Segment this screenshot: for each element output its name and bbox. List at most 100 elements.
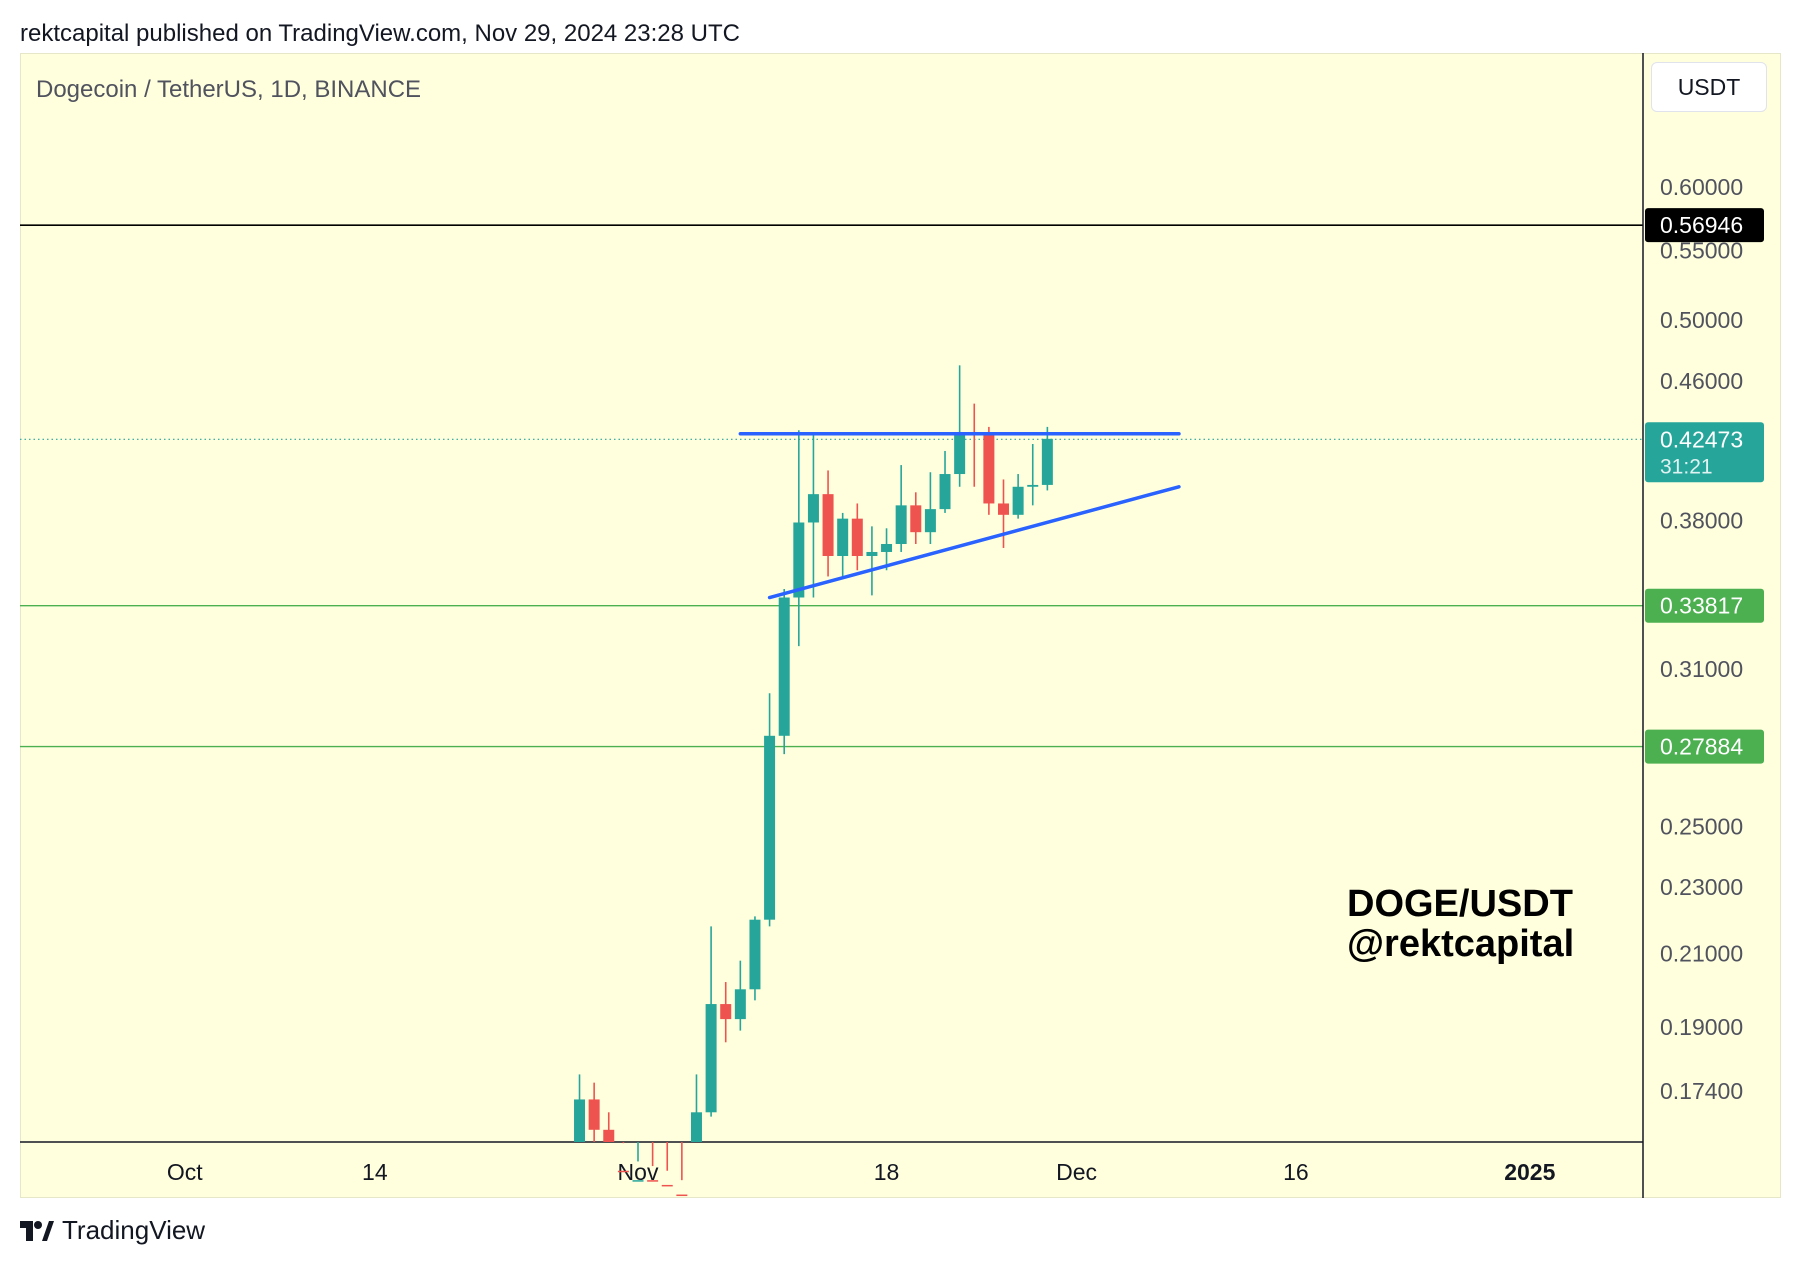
price-tick-label: 0.31000	[1660, 656, 1743, 682]
candle-body	[617, 1170, 629, 1173]
price-tick-label: 0.23000	[1660, 874, 1743, 900]
candle-body	[837, 518, 849, 557]
level-price-label: 0.33817	[1660, 593, 1743, 619]
candle[interactable]	[1012, 474, 1024, 519]
candle[interactable]	[690, 1074, 702, 1142]
candle-body	[690, 1112, 702, 1142]
candle-body	[764, 735, 776, 920]
candle-body	[998, 503, 1009, 515]
candle-body	[866, 551, 878, 557]
trendline-ascending-support[interactable]	[767, 485, 1181, 600]
last-price-tag	[1645, 422, 1764, 483]
candle-body	[822, 494, 834, 557]
candle-body	[807, 494, 819, 523]
candle[interactable]	[851, 503, 863, 571]
candle[interactable]	[881, 528, 893, 571]
candle[interactable]	[749, 916, 761, 1001]
candle[interactable]	[910, 492, 922, 544]
level-price-tag	[1645, 729, 1764, 764]
level-price-label: 0.56946	[1660, 212, 1743, 238]
chart-watermark: DOGE/USDT @rektcapital	[1347, 884, 1574, 964]
candle[interactable]	[632, 1142, 644, 1182]
price-tick-label: 0.60000	[1660, 174, 1743, 200]
candle[interactable]	[954, 365, 966, 487]
candle[interactable]	[968, 403, 980, 487]
candle-body	[749, 919, 761, 990]
trendlines[interactable]	[738, 431, 1181, 600]
time-tick-label: 18	[874, 1159, 900, 1185]
candle-body	[734, 989, 746, 1020]
candle[interactable]	[617, 1142, 629, 1173]
candle-body	[793, 522, 805, 598]
candle[interactable]	[676, 1142, 688, 1197]
currency-selector[interactable]: USDT	[1651, 62, 1767, 112]
tradingview-wordmark: TradingView	[62, 1215, 206, 1245]
candle[interactable]	[778, 589, 790, 755]
time-tick-label: 14	[362, 1159, 388, 1185]
bar-countdown-label: 31:21	[1660, 455, 1713, 478]
tradingview-logo[interactable]: TradingView	[20, 1215, 205, 1246]
candle[interactable]	[661, 1142, 673, 1187]
horizontal-levels	[20, 224, 1643, 748]
candle[interactable]	[574, 1074, 586, 1142]
price-labels: 0.56946 0.33817 0.27884 0.42473 31:21	[1645, 208, 1764, 764]
candle[interactable]	[807, 433, 819, 598]
candle-body	[1041, 438, 1053, 485]
price-tick-label: 0.50000	[1660, 307, 1743, 333]
candle[interactable]	[588, 1082, 600, 1142]
candle-body	[720, 1004, 732, 1020]
candle-body	[939, 474, 951, 510]
candle[interactable]	[720, 982, 732, 1043]
publish-info: rektcapital published on TradingView.com…	[20, 20, 740, 47]
price-tick-label: 0.46000	[1660, 368, 1743, 394]
level-price-tag	[1645, 208, 1764, 243]
price-tick-label: 0.38000	[1660, 508, 1743, 534]
candle[interactable]	[924, 472, 936, 544]
candle-body	[895, 505, 907, 544]
candle[interactable]	[895, 465, 907, 552]
candle-body	[881, 543, 893, 552]
candle-body	[632, 1180, 644, 1182]
candle-body	[705, 1004, 717, 1113]
candle-body	[588, 1099, 600, 1130]
symbol-title[interactable]: Dogecoin / TetherUS, 1D, BINANCE	[36, 76, 422, 103]
candle-body	[851, 518, 863, 557]
candle-body	[778, 597, 790, 736]
candle-body	[983, 433, 995, 504]
candle-body	[574, 1099, 586, 1142]
candle-body	[910, 505, 922, 533]
price-tick-label: 0.21000	[1660, 941, 1743, 967]
candle[interactable]	[764, 693, 776, 927]
candle[interactable]	[734, 960, 746, 1031]
chart-area[interactable]	[20, 53, 1781, 1198]
candle-body	[676, 1194, 688, 1197]
candles[interactable]	[574, 365, 1053, 1197]
candle-body	[1027, 484, 1039, 487]
price-tick-label: 0.19000	[1660, 1014, 1743, 1040]
candle[interactable]	[705, 926, 717, 1117]
candle[interactable]	[822, 470, 834, 577]
candle[interactable]	[998, 479, 1009, 548]
watermark-pair: DOGE/USDT	[1347, 883, 1573, 925]
candle[interactable]	[837, 512, 849, 577]
price-axis: 0.600000.550000.500000.460000.380000.310…	[1660, 174, 1743, 1104]
level-price-label: 0.27884	[1660, 734, 1743, 760]
time-tick-label: 16	[1283, 1159, 1309, 1185]
tradingview-icon	[20, 1220, 54, 1241]
candle[interactable]	[647, 1142, 659, 1182]
candle-body	[661, 1184, 673, 1187]
candle[interactable]	[939, 450, 951, 513]
candle[interactable]	[1041, 426, 1053, 491]
candle-body	[954, 431, 966, 475]
candle-body	[647, 1180, 659, 1182]
time-axis: Oct 14 Nov 18 Dec 16 2025	[20, 53, 1644, 1198]
candle[interactable]	[603, 1112, 615, 1142]
candle[interactable]	[866, 526, 878, 596]
candle[interactable]	[1027, 444, 1039, 506]
time-tick-label: 2025	[1504, 1159, 1555, 1185]
candle[interactable]	[793, 430, 805, 647]
candle[interactable]	[983, 426, 995, 515]
watermark-author: @rektcapital	[1347, 923, 1575, 965]
level-price-tag	[1645, 588, 1764, 623]
